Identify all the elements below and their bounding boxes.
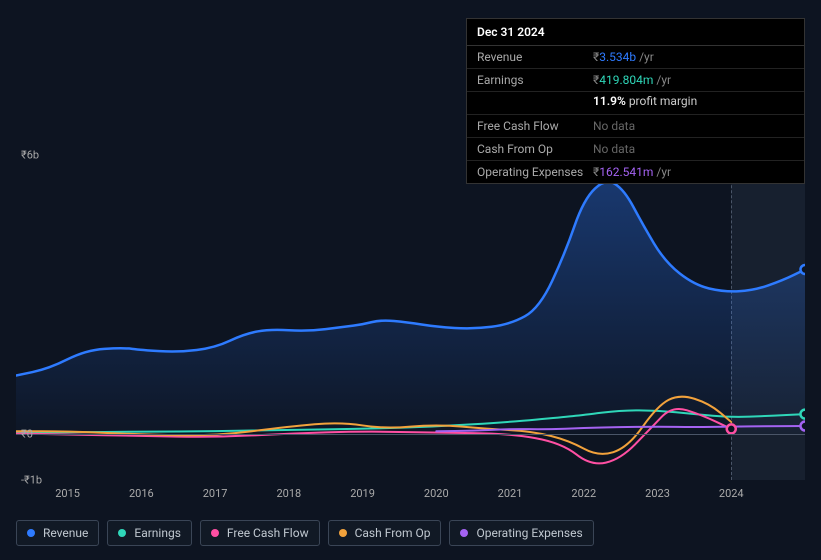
tooltip-row-opex: Operating Expenses₹162.541m/yr (467, 161, 804, 183)
y-tick-label: -₹1b (21, 474, 42, 487)
legend-dot-icon (460, 529, 468, 537)
tooltip-row-earnings: Earnings₹419.804m/yr (467, 69, 804, 92)
series-endpoint-revenue (801, 265, 806, 274)
tooltip-label: Free Cash Flow (477, 119, 593, 133)
x-tick-label: 2016 (129, 487, 154, 500)
tooltip-label: Operating Expenses (477, 165, 593, 179)
legend-dot-icon (339, 529, 347, 537)
legend-item-fcf[interactable]: Free Cash Flow (200, 520, 320, 546)
legend-label: Earnings (134, 526, 181, 540)
series-endpoint-fcf (727, 424, 736, 433)
x-tick-label: 2023 (645, 487, 670, 500)
financials-chart: ₹6b₹0-₹1b2015201620172018201920202021202… (16, 155, 805, 480)
tooltip-date: Dec 31 2024 (467, 19, 804, 46)
legend-item-opex[interactable]: Operating Expenses (449, 520, 593, 546)
series-area-revenue (16, 182, 805, 434)
tooltip-subrow: 11.9% profit margin (467, 92, 804, 115)
legend-dot-icon (211, 529, 219, 537)
tooltip-value: ₹3.534b/yr (593, 50, 794, 64)
tooltip-row-fcf: Free Cash FlowNo data (467, 115, 804, 138)
legend-item-revenue[interactable]: Revenue (16, 520, 99, 546)
legend-label: Operating Expenses (476, 526, 582, 540)
legend-item-cfo[interactable]: Cash From Op (328, 520, 442, 546)
legend-label: Revenue (43, 526, 88, 540)
legend-item-earnings[interactable]: Earnings (107, 520, 192, 546)
x-tick-label: 2024 (719, 487, 744, 500)
legend-label: Cash From Op (355, 526, 431, 540)
series-endpoint-opex (801, 422, 806, 431)
chart-tooltip: Dec 31 2024 Revenue₹3.534b/yrEarnings₹41… (466, 18, 805, 184)
tooltip-value: ₹419.804m/yr (593, 73, 794, 87)
y-tick-label: ₹6b (21, 149, 39, 162)
legend-label: Free Cash Flow (227, 526, 309, 540)
x-tick-label: 2017 (203, 487, 228, 500)
chart-svg (16, 155, 805, 480)
tooltip-label: Revenue (477, 50, 593, 64)
legend-dot-icon (118, 529, 126, 537)
series-endpoint-earnings (801, 410, 806, 419)
tooltip-value: No data (593, 142, 794, 156)
tooltip-value: No data (593, 119, 794, 133)
x-tick-label: 2018 (276, 487, 301, 500)
tooltip-label: Earnings (477, 73, 593, 87)
tooltip-row-cfo: Cash From OpNo data (467, 138, 804, 161)
tooltip-row-revenue: Revenue₹3.534b/yr (467, 46, 804, 69)
x-tick-label: 2015 (55, 487, 80, 500)
y-tick-label: ₹0 (21, 427, 33, 440)
legend-dot-icon (27, 529, 35, 537)
zero-line (16, 434, 805, 435)
chart-legend: Revenue Earnings Free Cash Flow Cash From O… (16, 520, 594, 546)
x-tick-label: 2020 (424, 487, 449, 500)
x-tick-label: 2022 (571, 487, 596, 500)
tooltip-label: Cash From Op (477, 142, 593, 156)
tooltip-value: ₹162.541m/yr (593, 165, 794, 179)
x-tick-label: 2021 (498, 487, 523, 500)
x-tick-label: 2019 (350, 487, 375, 500)
